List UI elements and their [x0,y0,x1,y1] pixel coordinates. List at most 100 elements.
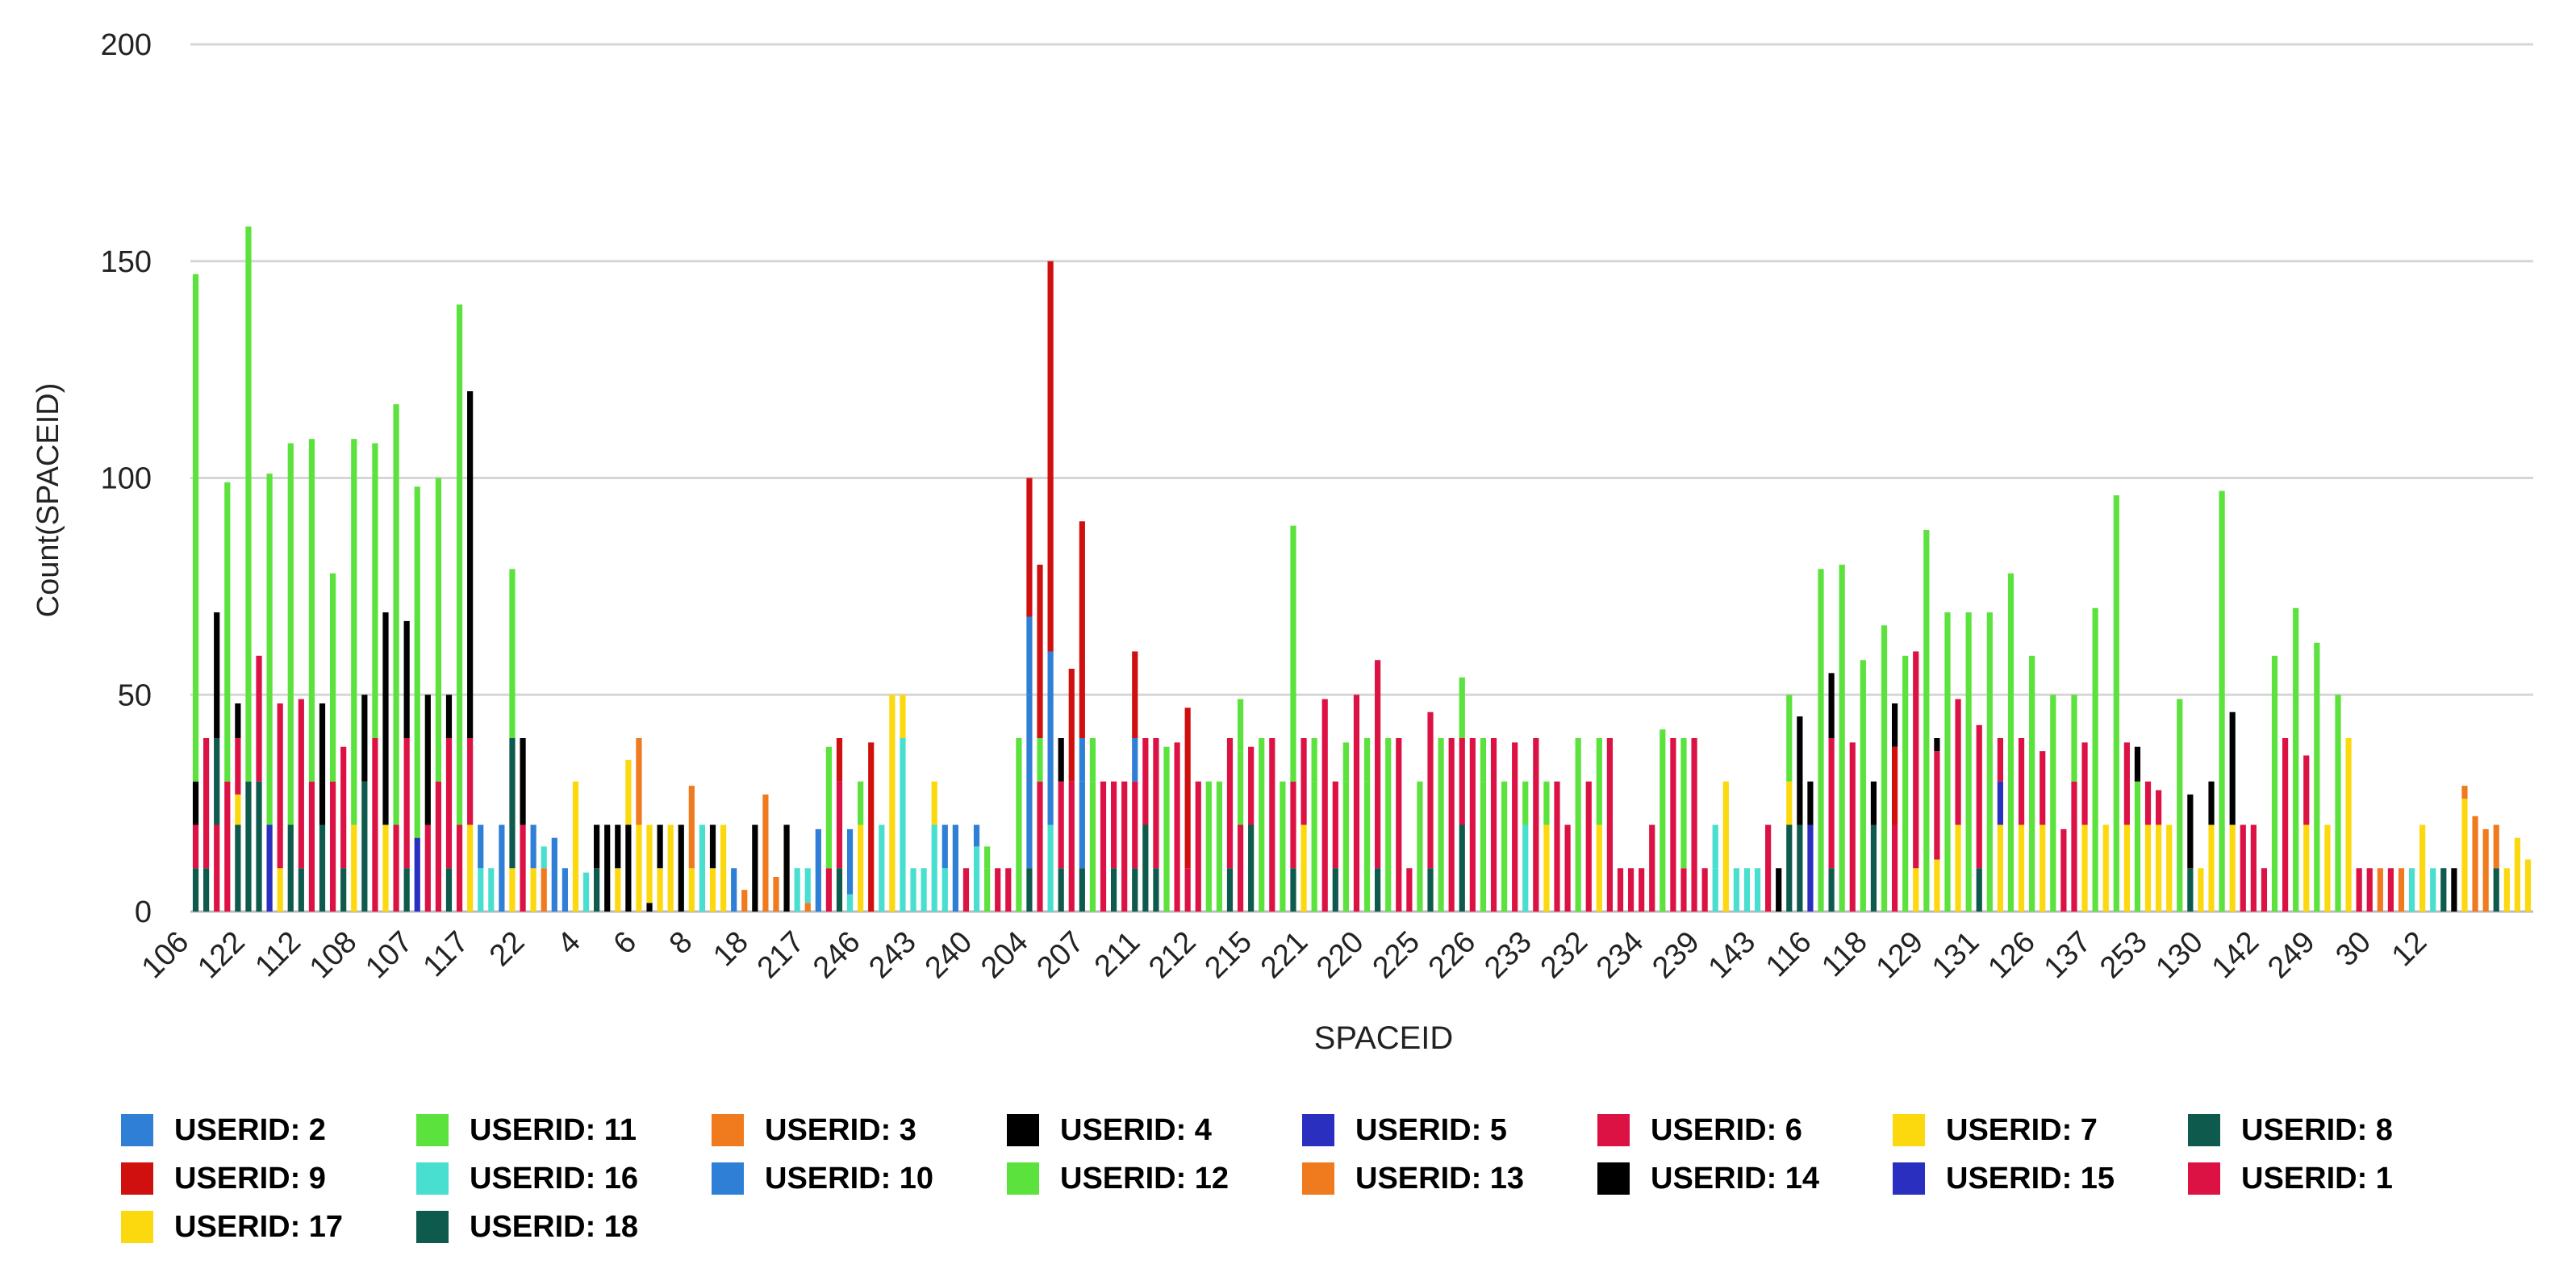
bar-segment[interactable] [688,786,695,869]
bar-segment[interactable] [1026,616,1033,695]
bar-segment[interactable] [1375,868,1381,912]
bar-segment[interactable] [678,824,684,912]
bar-segment[interactable] [1512,742,1518,912]
bar-segment[interactable] [1881,625,1888,912]
bar-segment[interactable] [1342,742,1349,782]
bar-segment[interactable] [2493,868,2499,912]
bar-segment[interactable] [815,828,821,912]
bar-segment[interactable] [414,837,420,912]
bar-segment[interactable] [1733,868,1739,912]
bar-segment[interactable] [1132,868,1138,912]
bar-segment[interactable] [804,868,811,903]
bar-segment[interactable] [572,781,579,912]
bar-segment[interactable] [530,824,536,869]
bar-segment[interactable] [424,695,431,825]
bar-segment[interactable] [1860,660,1866,912]
bar-segment[interactable] [403,738,410,869]
bar-segment[interactable] [541,868,547,912]
bar-segment[interactable] [2472,816,2478,912]
bar-segment[interactable] [615,868,621,912]
bar-segment[interactable] [1448,738,1455,912]
bar-segment[interactable] [1606,738,1613,912]
bar-segment[interactable] [1691,738,1697,912]
bar-segment[interactable] [699,824,706,912]
bar-segment[interactable] [361,695,368,782]
bar-segment[interactable] [277,703,283,869]
bar-segment[interactable] [657,868,663,912]
bar-segment[interactable] [1596,738,1602,825]
bar-segment[interactable] [615,824,621,869]
bar-segment[interactable] [499,824,505,912]
bar-segment[interactable] [1353,695,1360,912]
bar-segment[interactable] [445,868,453,912]
bar-segment[interactable] [1680,868,1687,912]
bar-segment[interactable] [984,846,991,869]
bar-segment[interactable] [456,304,463,825]
bar-segment[interactable] [1216,781,1222,912]
bar-segment[interactable] [1575,738,1581,912]
bar-segment[interactable] [1047,651,1054,825]
bar-segment[interactable] [1005,868,1012,912]
bar-segment[interactable] [266,824,273,912]
bar-segment[interactable] [1226,738,1234,869]
bar-segment[interactable] [1226,868,1234,912]
bar-segment[interactable] [1797,824,1803,912]
bar-segment[interactable] [825,868,832,912]
bar-segment[interactable] [1490,738,1497,912]
bar-segment[interactable] [192,781,199,825]
bar-segment[interactable] [1828,673,1835,739]
bar-segment[interactable] [1786,695,1793,782]
bar-segment[interactable] [2229,824,2236,912]
bar-segment[interactable] [1237,699,1244,752]
bar-segment[interactable] [235,794,241,825]
bar-segment[interactable] [646,824,653,903]
bar-segment[interactable] [530,868,536,912]
bar-segment[interactable] [1522,781,1529,825]
bar-segment[interactable] [1849,742,1856,912]
bar-segment[interactable] [1237,751,1244,825]
bar-segment[interactable] [1839,565,1845,912]
bar-segment[interactable] [1016,738,1022,912]
bar-segment[interactable] [1828,868,1835,912]
bar-segment[interactable] [889,824,896,912]
bar-segment[interactable] [2144,781,2152,825]
bar-segment[interactable] [2177,699,2183,912]
bar-segment[interactable] [1564,824,1571,912]
bar-segment[interactable] [2451,868,2457,912]
bar-segment[interactable] [1089,781,1096,912]
bar-segment[interactable] [224,482,231,782]
bar-segment[interactable] [604,824,611,912]
legend-item[interactable]: USERID: 12 [1007,1160,1302,1197]
bar-segment[interactable] [424,824,431,912]
legend-item[interactable]: USERID: 10 [712,1160,1007,1197]
bar-segment[interactable] [1342,781,1349,912]
bar-segment[interactable] [214,612,220,739]
bar-segment[interactable] [224,781,231,912]
bar-segment[interactable] [235,824,241,912]
bar-segment[interactable] [1776,868,1782,912]
bar-segment[interactable] [1818,569,1824,912]
bar-segment[interactable] [1100,781,1107,912]
bar-segment[interactable] [720,824,727,912]
bar-segment[interactable] [2377,868,2383,912]
bar-segment[interactable] [2029,655,2035,912]
bar-segment[interactable] [2092,607,2098,912]
bar-segment[interactable] [456,824,463,912]
bar-segment[interactable] [1205,781,1212,825]
bar-segment[interactable] [636,738,642,825]
bar-segment[interactable] [931,824,937,912]
bar-segment[interactable] [2430,868,2436,912]
bar-segment[interactable] [1596,824,1602,912]
bar-segment[interactable] [2419,824,2426,912]
bar-segment[interactable] [1944,612,1951,912]
bar-segment[interactable] [2040,751,2046,825]
bar-segment[interactable] [1248,746,1255,825]
bar-segment[interactable] [2398,868,2405,912]
bar-segment[interactable] [478,868,484,912]
bar-segment[interactable] [741,890,748,912]
bar-segment[interactable] [1459,677,1465,738]
bar-segment[interactable] [594,868,600,912]
bar-segment[interactable] [1828,738,1835,869]
bar-segment[interactable] [2461,786,2468,799]
bar-segment[interactable] [1934,859,1940,912]
